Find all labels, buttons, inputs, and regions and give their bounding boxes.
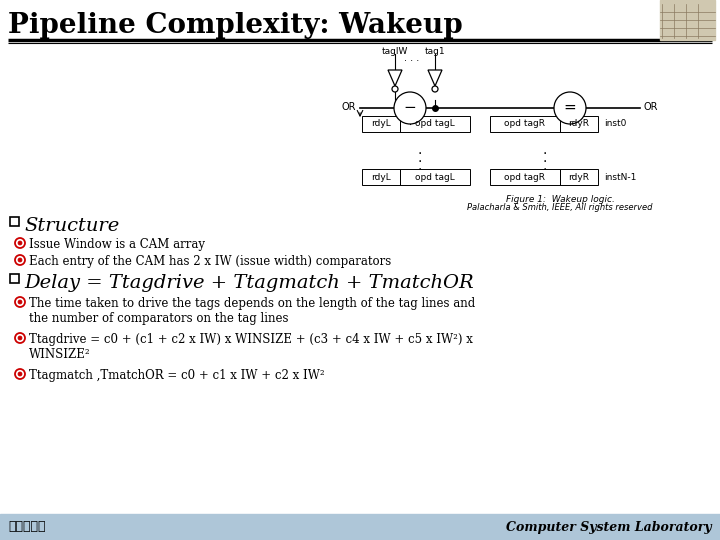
Circle shape [432,86,438,92]
Text: rdyL: rdyL [371,172,391,181]
Text: Pipeline Complexity: Wakeup: Pipeline Complexity: Wakeup [8,12,463,39]
Text: opd tagR: opd tagR [505,119,546,129]
Circle shape [18,300,22,304]
Text: Figure 1:  Wakeup logic.: Figure 1: Wakeup logic. [505,195,614,204]
Text: OR: OR [644,102,659,112]
Text: tag1: tag1 [425,47,445,56]
Text: Each entry of the CAM has 2 x IW (issue width) comparators: Each entry of the CAM has 2 x IW (issue … [29,255,391,268]
Bar [362,116,400,132]
Text: rdyR: rdyR [569,119,590,129]
Text: Ttagdrive = c0 + (c1 + c2 x IW) x WINSIZE + (c3 + c4 x IW + c5 x IW²) x
WINSIZE²: Ttagdrive = c0 + (c1 + c2 x IW) x WINSIZ… [29,333,473,361]
Bar [10,274,19,283]
Bar [400,116,470,132]
Text: .: . [543,151,547,165]
Text: =: = [564,99,577,114]
Text: .: . [418,143,422,157]
Bar [560,116,598,132]
Text: Ttagmatch ,TmatchOR = c0 + c1 x IW + c2 x IW²: Ttagmatch ,TmatchOR = c0 + c1 x IW + c2 … [29,369,325,382]
Text: .: . [418,159,422,173]
Bar [560,169,598,185]
Bar [660,0,715,40]
Text: instN-1: instN-1 [604,172,636,181]
Text: Palacharla & Smith, IEEE, All rights reserved: Palacharla & Smith, IEEE, All rights res… [467,203,653,212]
Text: tagIW: tagIW [382,47,408,56]
Text: The time taken to drive the tags depends on the length of the tag lines and
the : The time taken to drive the tags depends… [29,297,475,325]
Text: OR: OR [341,102,356,112]
Polygon shape [428,70,442,86]
Text: .: . [418,151,422,165]
Text: Structure: Structure [24,217,120,235]
Text: opd tagL: opd tagL [415,172,455,181]
Text: −: − [404,99,416,114]
Text: rdyL: rdyL [371,119,391,129]
Text: .: . [543,159,547,173]
Circle shape [18,372,22,376]
Circle shape [18,336,22,340]
Text: .: . [543,143,547,157]
Bar [10,217,19,226]
Text: opd tagR: opd tagR [505,172,546,181]
Circle shape [18,258,22,262]
Text: Computer System Laboratory: Computer System Laboratory [506,521,712,534]
Text: opd tagL: opd tagL [415,119,455,129]
Bar [0,514,720,540]
Circle shape [554,92,586,124]
Circle shape [18,241,22,245]
Text: 高鮨大學校: 高鮨大學校 [8,521,45,534]
Bar [362,169,400,185]
Bar [400,169,470,185]
Text: Delay = Ttagdrive + Ttagmatch + TmatchOR: Delay = Ttagdrive + Ttagmatch + TmatchOR [24,274,474,292]
Polygon shape [388,70,402,86]
Text: inst0: inst0 [604,119,626,129]
Circle shape [392,86,398,92]
Bar [490,116,560,132]
Circle shape [394,92,426,124]
Text: rdyR: rdyR [569,172,590,181]
Bar [490,169,560,185]
Text: . . .: . . . [405,53,420,63]
Text: Issue Window is a CAM array: Issue Window is a CAM array [29,238,205,251]
